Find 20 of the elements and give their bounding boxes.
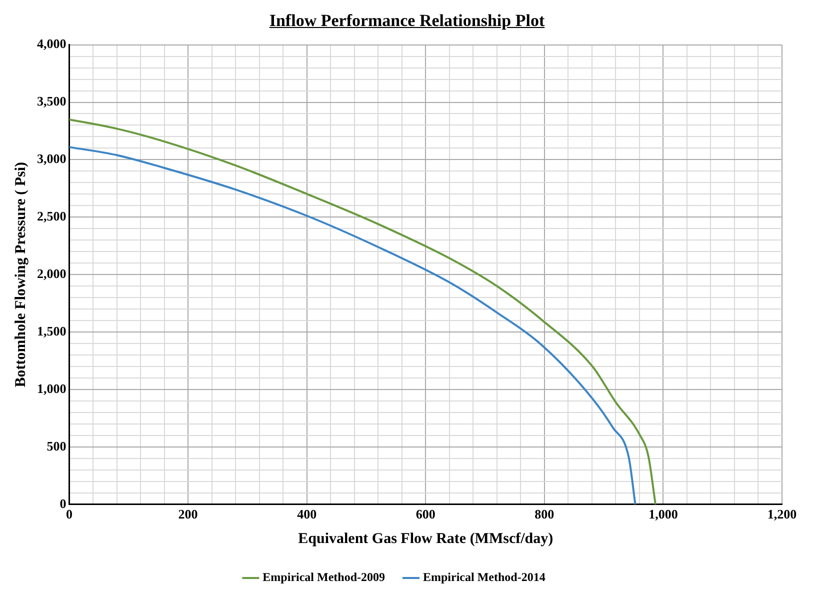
y-tick-label: 4,000 <box>37 36 66 52</box>
y-tick-label: 1,000 <box>37 380 66 396</box>
y-tick-label: 2,000 <box>37 266 66 281</box>
x-tick-label: 1,000 <box>648 506 678 522</box>
x-tick-label: 600 <box>416 506 436 522</box>
x-tick-label: 400 <box>297 506 317 522</box>
x-axis-title: Equivalent Gas Flow Rate (MMscf/day) <box>298 530 554 547</box>
x-tick-label: 200 <box>178 506 198 522</box>
y-tick-label: 0 <box>60 496 66 511</box>
x-tick-label: 1,200 <box>767 506 797 522</box>
y-tick-label: 1,500 <box>37 323 66 338</box>
y-tick-label: 500 <box>46 438 66 454</box>
y-axis-title: Bottomhole Flowing Pressure ( Psi) <box>12 162 29 388</box>
y-tick-label: 2,500 <box>37 208 66 224</box>
legend-label: Empirical Method-2014 <box>423 570 546 584</box>
y-tick-label: 3,500 <box>37 94 66 109</box>
x-tick-label: 800 <box>534 506 554 522</box>
chart-title: Inflow Performance Relationship Plot <box>268 10 546 32</box>
legend-label: Empirical Method-2009 <box>262 570 386 584</box>
y-tick-label: 3,000 <box>37 151 66 166</box>
